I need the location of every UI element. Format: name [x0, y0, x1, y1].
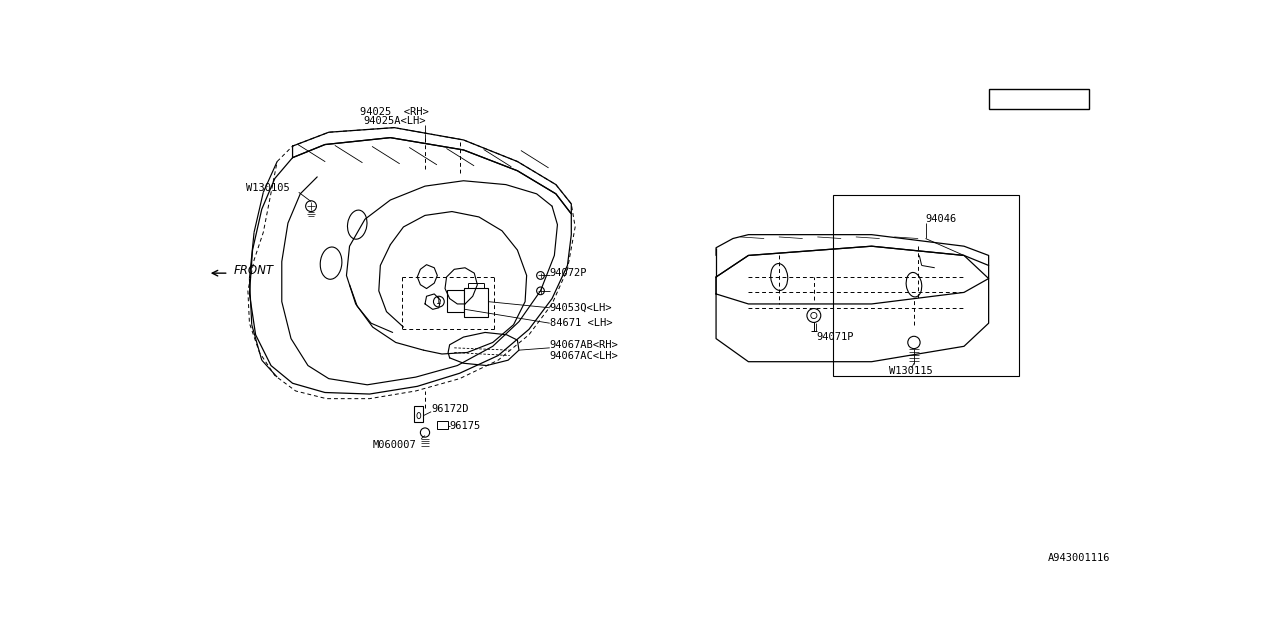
Text: 94072P: 94072P — [549, 268, 588, 278]
Text: 84671 <LH>: 84671 <LH> — [549, 318, 612, 328]
Text: M060007: M060007 — [372, 440, 416, 450]
Text: 94071P: 94071P — [817, 332, 854, 342]
Text: 1: 1 — [436, 297, 442, 306]
Bar — [447, 290, 463, 312]
Text: 1: 1 — [997, 95, 1002, 104]
Bar — [436, 421, 448, 429]
Bar — [463, 288, 488, 317]
Text: FRONT: FRONT — [234, 264, 274, 277]
Text: W130105: W130105 — [246, 184, 291, 193]
Text: 94046: 94046 — [925, 214, 956, 224]
Bar — [833, 195, 1019, 376]
Text: 94025  <RH>: 94025 <RH> — [360, 108, 429, 117]
Text: 96172D: 96172D — [431, 404, 468, 415]
Text: 94067AB<RH>: 94067AB<RH> — [549, 340, 618, 349]
Bar — [415, 406, 424, 422]
Text: A943001116: A943001116 — [1048, 554, 1110, 563]
Text: 94025A<LH>: 94025A<LH> — [364, 116, 425, 127]
Text: 96175: 96175 — [449, 421, 481, 431]
Text: W130115: W130115 — [888, 366, 932, 376]
Bar — [988, 89, 1089, 109]
Text: 94053Q<LH>: 94053Q<LH> — [549, 303, 612, 313]
Text: 94067AC<LH>: 94067AC<LH> — [549, 351, 618, 360]
Text: 84920J: 84920J — [1027, 93, 1075, 106]
